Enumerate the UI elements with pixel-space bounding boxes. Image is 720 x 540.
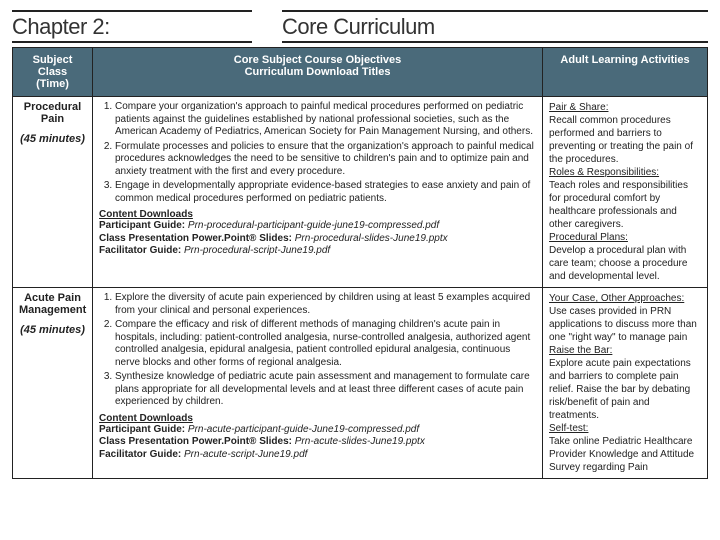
activity-head: Pair & Share: [549, 102, 608, 113]
activity-item: Procedural Plans: Develop a procedural pl… [549, 231, 701, 283]
download-label: Class Presentation Power.Point® Slides: [99, 233, 295, 244]
objectives-cell: Explore the diversity of acute pain expe… [93, 288, 543, 479]
header-objectives: Core Subject Course Objectives Curriculu… [93, 48, 543, 97]
page-header: Chapter 2: Core Curriculum [12, 10, 708, 43]
table-header-row: Subject Class (Time) Core Subject Course… [13, 48, 708, 97]
header-subject-l1: Subject Class [33, 54, 73, 78]
activities-cell: Your Case, Other Approaches: Use cases pr… [543, 288, 708, 479]
activities-cell: Pair & Share: Recall common procedures pe… [543, 97, 708, 288]
curriculum-title: Core Curriculum [282, 14, 708, 40]
activity-item: Raise the Bar: Explore acute pain expecta… [549, 344, 701, 422]
objectives-cell: Compare your organization's approach to … [93, 97, 543, 288]
activity-body: Develop a procedural plan with care team… [549, 245, 687, 282]
header-objectives-l1: Core Subject Course Objectives [234, 54, 402, 66]
activity-body: Teach roles and responsibilities for pro… [549, 180, 688, 230]
table-row: Acute Pain Management (45 minutes) Explore… [13, 288, 708, 479]
header-activities: Adult Learning Activities [543, 48, 708, 97]
download-label: Facilitator Guide: [99, 449, 184, 460]
download-line: Facilitator Guide: Prn-procedural-script… [99, 245, 536, 258]
curriculum-title-box: Core Curriculum [282, 10, 708, 43]
activity-item: Roles & Responsibilities: Teach roles and… [549, 166, 701, 231]
activity-body: Recall common procedures performed and b… [549, 115, 693, 165]
activity-body: Take online Pediatric Healthcare Provide… [549, 436, 694, 473]
activity-head: Roles & Responsibilities: [549, 167, 659, 178]
objectives-list: Explore the diversity of acute pain expe… [99, 292, 536, 409]
download-filename: Prn-acute-slides-June19.pptx [295, 436, 425, 447]
chapter-title-box: Chapter 2: [12, 10, 252, 43]
download-filename: Prn-procedural-participant-guide-june19-… [188, 220, 439, 231]
activity-head: Raise the Bar: [549, 345, 612, 356]
download-label: Participant Guide: [99, 220, 188, 231]
chapter-title: Chapter 2: [12, 14, 252, 40]
download-line: Participant Guide: Prn-procedural-partic… [99, 220, 536, 233]
download-line: Class Presentation Power.Point® Slides: … [99, 436, 536, 449]
objective-item: Compare the efficacy and risk of differe… [115, 319, 536, 369]
objective-item: Compare your organization's approach to … [115, 101, 536, 139]
subject-cell: Procedural Pain (45 minutes) [13, 97, 93, 288]
header-subject-l2: (Time) [36, 78, 69, 90]
download-filename: Prn-procedural-script-June19.pdf [184, 245, 330, 256]
objective-item: Explore the diversity of acute pain expe… [115, 292, 536, 317]
subject-name: Procedural Pain [24, 101, 81, 125]
subject-time: (45 minutes) [19, 133, 86, 145]
header-objectives-l2: Curriculum Download Titles [245, 66, 391, 78]
download-label: Facilitator Guide: [99, 245, 184, 256]
header-subject: Subject Class (Time) [13, 48, 93, 97]
objective-item: Engage in developmentally appropriate ev… [115, 180, 536, 205]
download-line: Participant Guide: Prn-acute-participant… [99, 424, 536, 437]
downloads-heading: Content Downloads [99, 209, 536, 220]
activity-item: Pair & Share: Recall common procedures pe… [549, 101, 701, 166]
activity-item: Your Case, Other Approaches: Use cases pr… [549, 292, 701, 344]
download-line: Class Presentation Power.Point® Slides: … [99, 233, 536, 246]
objective-item: Formulate processes and policies to ensu… [115, 141, 536, 179]
activity-head: Self-test: [549, 423, 588, 434]
subject-name: Acute Pain Management [19, 292, 86, 316]
table-row: Procedural Pain (45 minutes) Compare your … [13, 97, 708, 288]
objectives-list: Compare your organization's approach to … [99, 101, 536, 205]
subject-time: (45 minutes) [19, 324, 86, 336]
activity-body: Explore acute pain expectations and barr… [549, 358, 691, 421]
activity-item: Self-test: Take online Pediatric Healthca… [549, 422, 701, 474]
download-filename: Prn-procedural-slides-June19.pptx [295, 233, 448, 244]
subject-cell: Acute Pain Management (45 minutes) [13, 288, 93, 479]
download-label: Participant Guide: [99, 424, 188, 435]
download-filename: Prn-acute-participant-guide-June19-compr… [188, 424, 419, 435]
activity-head: Procedural Plans: [549, 232, 628, 243]
download-filename: Prn-acute-script-June19.pdf [184, 449, 307, 460]
download-label: Class Presentation Power.Point® Slides: [99, 436, 295, 447]
downloads-heading: Content Downloads [99, 413, 536, 424]
table-body: Procedural Pain (45 minutes) Compare your … [13, 97, 708, 479]
activity-body: Use cases provided in PRN applications t… [549, 306, 697, 343]
activity-head: Your Case, Other Approaches: [549, 293, 684, 304]
curriculum-table: Subject Class (Time) Core Subject Course… [12, 47, 708, 479]
objective-item: Synthesize knowledge of pediatric acute … [115, 371, 536, 409]
download-line: Facilitator Guide: Prn-acute-script-June… [99, 449, 536, 462]
